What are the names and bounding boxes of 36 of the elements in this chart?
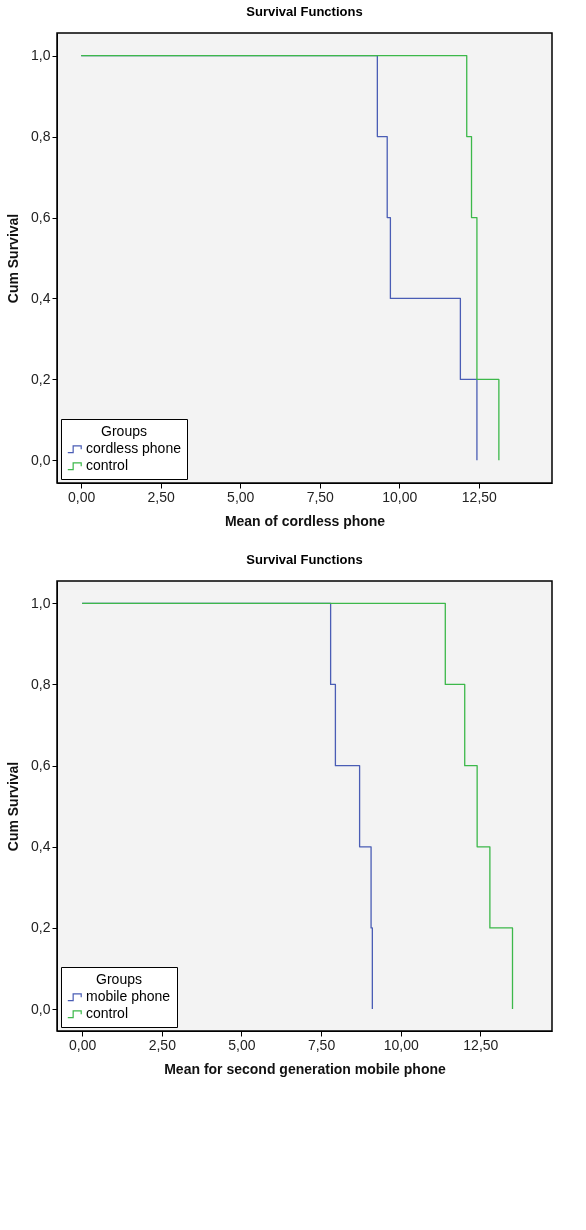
y-tick-label: 0,8 xyxy=(31,675,51,692)
y-tick-label: 0,6 xyxy=(31,757,51,774)
y-tick-label: 0,8 xyxy=(31,128,51,145)
x-tick-label: 10,00 xyxy=(382,488,418,505)
x-tick-label: 7,50 xyxy=(306,488,335,505)
x-tick-label: 10,00 xyxy=(383,1036,419,1053)
legend-label: cordless phone xyxy=(86,439,182,456)
x-axis-title: Mean of cordless phone xyxy=(224,512,386,529)
y-tick-label: 0,4 xyxy=(31,838,51,855)
legend-title: Groups xyxy=(101,423,147,439)
y-tick-label: 0,0 xyxy=(31,451,51,468)
x-tick-label: 2,50 xyxy=(147,488,176,505)
x-tick-label: 7,50 xyxy=(307,1036,336,1053)
chart-title: Survival Functions xyxy=(246,552,363,567)
legend-label: control xyxy=(86,1004,129,1021)
y-axis-title: Cum Survival xyxy=(5,213,22,304)
y-tick-label: 1,0 xyxy=(31,594,51,611)
x-tick-label: 2,50 xyxy=(148,1036,177,1053)
x-tick-label: 0,00 xyxy=(68,488,96,505)
x-tick-label: 12,50 xyxy=(461,488,498,505)
y-tick-label: 0,2 xyxy=(31,370,51,387)
y-tick-label: 0,0 xyxy=(31,1000,51,1017)
x-axis-title: Mean for second generation mobile phone xyxy=(164,1060,446,1077)
y-tick-label: 0,4 xyxy=(31,289,51,306)
y-tick-label: 0,6 xyxy=(31,209,51,226)
y-tick-label: 0,2 xyxy=(31,919,51,936)
y-axis-title: Cum Survival xyxy=(5,761,22,852)
legend-title: Groups xyxy=(96,971,142,987)
x-tick-label: 5,00 xyxy=(227,488,255,505)
legend-label: control xyxy=(86,456,129,473)
chart-title: Survival Functions xyxy=(246,4,363,19)
legend-label: mobile phone xyxy=(86,987,171,1004)
y-tick-label: 1,0 xyxy=(31,47,51,64)
x-tick-label: 5,00 xyxy=(228,1036,256,1053)
x-tick-label: 0,00 xyxy=(69,1036,97,1053)
x-tick-label: 12,50 xyxy=(463,1036,499,1053)
